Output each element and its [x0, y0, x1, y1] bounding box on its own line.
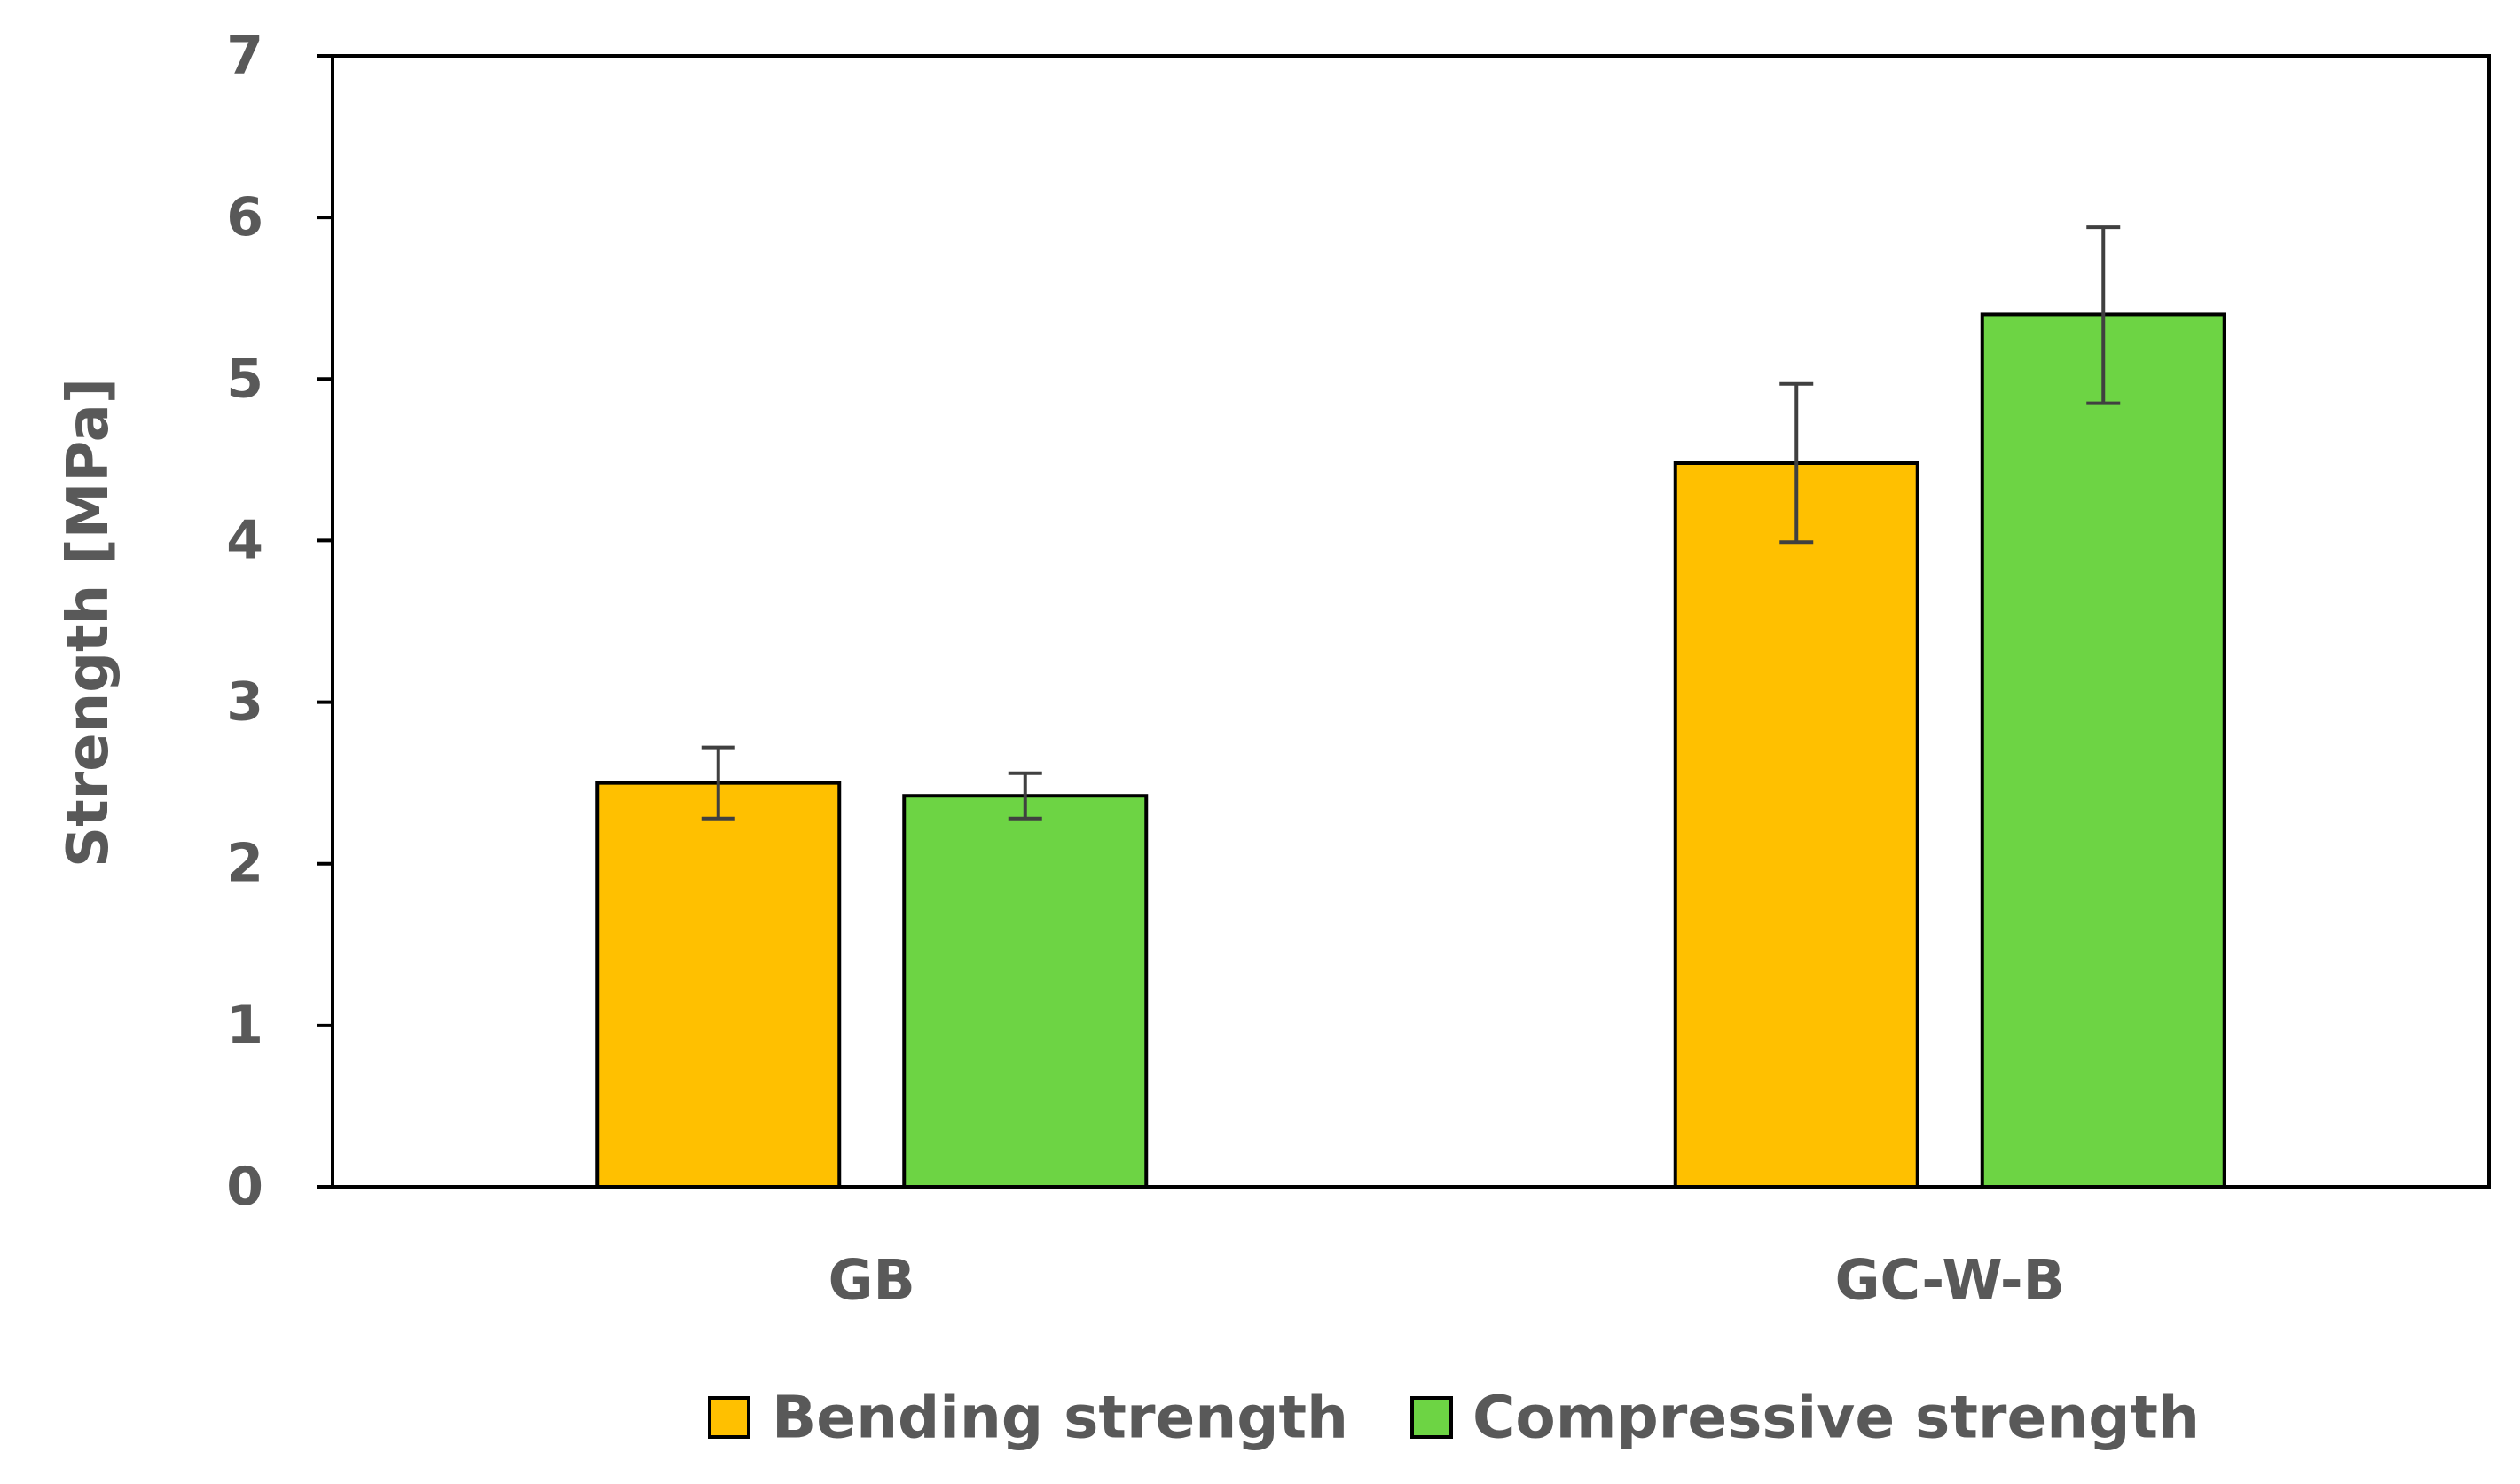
error-bar [701, 745, 735, 821]
bar-compressive-strength-gb [902, 794, 1149, 1189]
error-bar [1008, 771, 1042, 821]
bars-group [595, 312, 2226, 1190]
bar-compressive-strength-gc-w-b [1980, 312, 2226, 1189]
x-category-label: GB [828, 1248, 915, 1313]
y-axis-ticks: 0 1 2 3 4 5 6 7 [226, 25, 333, 1218]
x-axis-category-labels: GB GC-W-B [828, 1248, 2065, 1313]
y-tick-label: 4 [226, 509, 263, 571]
error-bars-group [701, 225, 2121, 821]
legend-label-bending-strength: Bending strength [772, 1384, 1348, 1452]
x-category-label: GC-W-B [1835, 1248, 2065, 1313]
legend: Bending strength Compressive strength [708, 1384, 2200, 1452]
legend-swatch-bending-strength [708, 1396, 750, 1439]
plot-area-border [331, 54, 2491, 1189]
y-tick-label: 5 [226, 348, 263, 410]
bar-bending-strength-gc-w-b [1673, 461, 1919, 1189]
y-tick-label: 7 [226, 25, 263, 87]
legend-label-compressive-strength: Compressive strength [1472, 1384, 2200, 1452]
error-bar [1779, 381, 1814, 545]
y-tick-label: 2 [226, 833, 263, 895]
bar-bending-strength-gb [595, 781, 842, 1190]
y-tick-label: 1 [226, 994, 263, 1056]
legend-swatch-compressive-strength [1410, 1396, 1453, 1439]
y-tick-label: 6 [226, 186, 263, 248]
y-tick-label: 0 [226, 1156, 263, 1218]
y-tick-label: 3 [226, 671, 263, 734]
y-axis-title: Strength [MPa] [56, 378, 122, 868]
error-bar [2086, 225, 2121, 405]
